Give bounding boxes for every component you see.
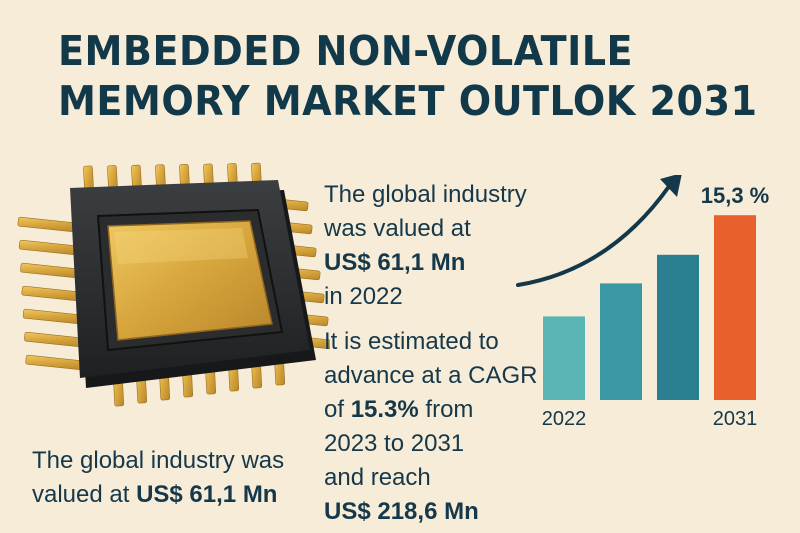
cagr-suffix: from [418,396,474,423]
chip-pin [21,285,81,302]
mid-line-9: and reach [324,464,431,491]
bar-3 [657,254,699,400]
bar-4 [714,215,756,400]
growth-bar-chart: 2022 2031 15,3 % [516,175,770,430]
chip-pin [20,262,80,279]
page-title: EMBEDDED NON-VOLATILE MEMORY MARKET OUTL… [58,26,758,126]
chip-pin [24,331,83,348]
chip-pin [17,216,77,233]
mid-line-2: was valued at [324,215,471,242]
cagr-value: 15.3% [350,396,419,423]
chip-pin [18,239,78,256]
x-tick-label: 2031 [713,408,758,430]
cagr-prefix: of [324,396,351,423]
mid-line-7: of 15.3% from [324,393,537,427]
bar-1 [543,316,585,400]
summary-caption: The global industry was valued at US$ 61… [32,444,284,512]
caption-prefix: valued at [32,481,137,508]
cagr-annotation: 15,3 % [701,183,770,208]
x-tick-label: 2022 [542,408,587,430]
end-value: US$ 218,6 Mn [324,498,479,525]
caption-value: US$ 61,1 Mn [136,481,278,508]
mid-value: US$ 61,1 Mn [324,249,466,276]
mid-line-8: 2023 to 2031 [324,430,465,457]
title-line-2: MEMORY MARKET OUTLOK 2031 [58,77,758,125]
trend-arrow-head [660,175,682,197]
caption-line-1: The global industry was [32,447,285,474]
microchip-icon [17,162,330,407]
forecast-text: It is estimated to advance at a CAGR of … [324,325,537,529]
bar-2 [600,283,642,400]
caption-line-2: valued at US$ 61,1 Mn [32,478,284,512]
chip-pin [25,354,85,371]
valuation-text: The global industry was valued at US$ 61… [324,178,527,314]
title-line-1: EMBEDDED NON-VOLATILE [58,27,634,75]
mid-line-1: The global industry [324,181,527,208]
mid-line-4: in 2022 [324,283,403,310]
chip-pin [22,308,82,325]
mid-line-5: It is estimated to [324,328,499,355]
trend-arrow-line [516,183,672,287]
mid-line-6: advance at a CAGR [324,362,538,389]
